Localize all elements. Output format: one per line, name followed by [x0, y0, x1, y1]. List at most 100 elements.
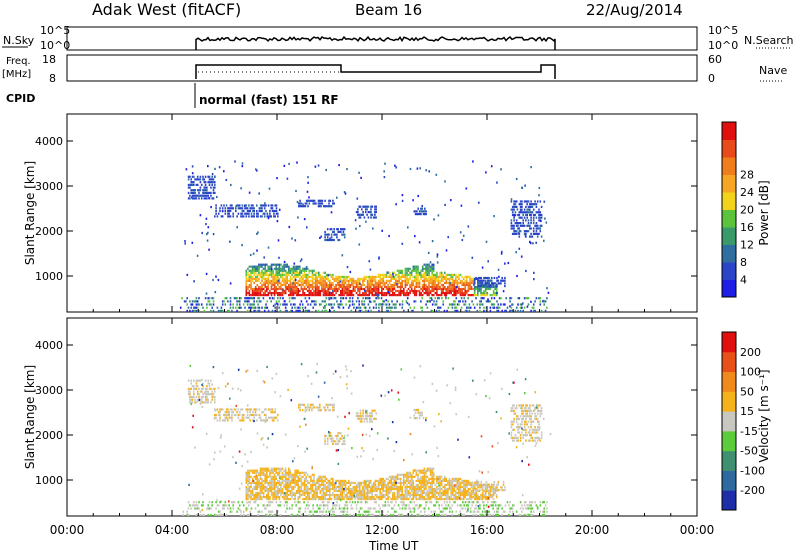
- range-gate-cell: [212, 297, 215, 300]
- range-gate-cell: [288, 493, 290, 497]
- range-gate-cell: [341, 294, 344, 297]
- range-gate-cell: [340, 303, 342, 306]
- range-gate-cell: [253, 493, 255, 497]
- range-gate-cell: [252, 419, 254, 422]
- range-gate-cell: [467, 287, 470, 291]
- range-gate-cell: [341, 283, 344, 287]
- range-gate-cell: [270, 269, 273, 272]
- range-gate-cell: [421, 493, 424, 497]
- range-gate-cell: [283, 279, 285, 282]
- range-gate-cell: [429, 289, 432, 293]
- range-gate-cell: [291, 297, 293, 300]
- range-gate-cell: [534, 224, 536, 227]
- range-gate-cell: [351, 496, 353, 499]
- range-gate-cell: [458, 285, 460, 289]
- range-gate-cell: [377, 273, 380, 276]
- range-gate-cell: [250, 277, 252, 280]
- range-gate-cell: [310, 485, 312, 489]
- range-gate-cell: [248, 469, 251, 472]
- range-gate-cell: [262, 275, 265, 278]
- range-gate-cell: [238, 413, 241, 417]
- range-gate-cell: [314, 483, 317, 486]
- range-gate-cell: [277, 292, 279, 295]
- range-gate-cell: [200, 387, 203, 390]
- range-gate-cell: [270, 267, 273, 271]
- range-gate-cell: [539, 300, 542, 303]
- range-gate-cell: [196, 254, 199, 257]
- range-gate-cell: [536, 200, 539, 203]
- range-gate-cell: [466, 279, 468, 282]
- range-gate-cell: [316, 292, 318, 295]
- range-gate-cell: [355, 496, 358, 499]
- range-gate-cell: [510, 200, 513, 203]
- range-gate-cell: [431, 467, 433, 470]
- range-gate-cell: [198, 197, 200, 200]
- range-gate-cell: [439, 489, 441, 493]
- range-gate-cell: [464, 489, 466, 493]
- range-gate-cell: [496, 306, 498, 309]
- range-gate-cell: [248, 191, 251, 194]
- range-gate-cell: [308, 285, 311, 289]
- range-gate-cell: [284, 306, 287, 309]
- range-gate-cell: [250, 281, 252, 285]
- range-gate-cell: [305, 487, 307, 491]
- range-gate-cell: [502, 279, 505, 282]
- range-gate-cell: [475, 297, 477, 300]
- range-gate-cell: [410, 487, 413, 491]
- range-gate-cell: [347, 479, 350, 482]
- range-gate-cell: [420, 300, 422, 303]
- range-gate-cell: [193, 181, 195, 184]
- range-gate-cell: [375, 208, 377, 211]
- range-gate-cell: [425, 289, 427, 293]
- range-gate-cell: [462, 277, 465, 280]
- range-gate-cell: [492, 303, 494, 306]
- range-gate-cell: [362, 297, 364, 300]
- range-gate-cell: [280, 467, 282, 470]
- range-gate-cell: [291, 294, 293, 297]
- range-gate-cell: [273, 493, 276, 497]
- range-gate-cell: [361, 208, 363, 211]
- range-gate-cell: [485, 276, 488, 280]
- range-gate-cell: [395, 281, 397, 285]
- range-gate-cell: [360, 489, 363, 493]
- range-gate-cell: [362, 415, 364, 418]
- range-gate-cell: [406, 491, 408, 495]
- range-gate-cell: [522, 219, 524, 222]
- range-gate-cell: [317, 202, 320, 205]
- range-gate-cell: [363, 420, 366, 423]
- range-gate-cell: [263, 207, 266, 210]
- range-gate-cell: [311, 271, 314, 274]
- range-gate-cell: [433, 218, 435, 221]
- range-gate-cell: [277, 496, 279, 499]
- range-gate-cell: [284, 493, 287, 497]
- range-gate-cell: [362, 491, 364, 495]
- range-gate-cell: [373, 279, 375, 282]
- range-gate-cell: [254, 493, 257, 497]
- range-gate-cell: [281, 475, 284, 478]
- range-gate-cell: [247, 471, 249, 474]
- range-gate-cell: [277, 489, 279, 493]
- range-gate-cell: [262, 469, 265, 472]
- range-gate-cell: [300, 479, 303, 482]
- range-gate-cell: [294, 469, 296, 472]
- range-gate-cell: [445, 287, 448, 291]
- range-gate-cell: [215, 209, 217, 213]
- range-gate-cell: [500, 168, 502, 171]
- range-gate-cell: [504, 282, 506, 285]
- range-gate-cell: [256, 481, 259, 484]
- range-gate-cell: [291, 271, 293, 274]
- range-gate-cell: [280, 285, 282, 289]
- range-gate-cell: [305, 475, 307, 478]
- range-gate-cell: [481, 491, 484, 495]
- range-gate-cell: [467, 283, 470, 287]
- range-gate-cell: [440, 279, 443, 282]
- range-gate-cell: [466, 498, 468, 501]
- range-gate-cell: [283, 498, 285, 501]
- range-gate-cell: [532, 303, 535, 306]
- range-gate-cell: [385, 487, 388, 491]
- range-gate-cell: [195, 178, 198, 181]
- range-gate-cell: [299, 496, 301, 499]
- range-gate-cell: [259, 271, 262, 274]
- range-gate-cell: [278, 300, 280, 303]
- range-gate-cell: [447, 306, 450, 309]
